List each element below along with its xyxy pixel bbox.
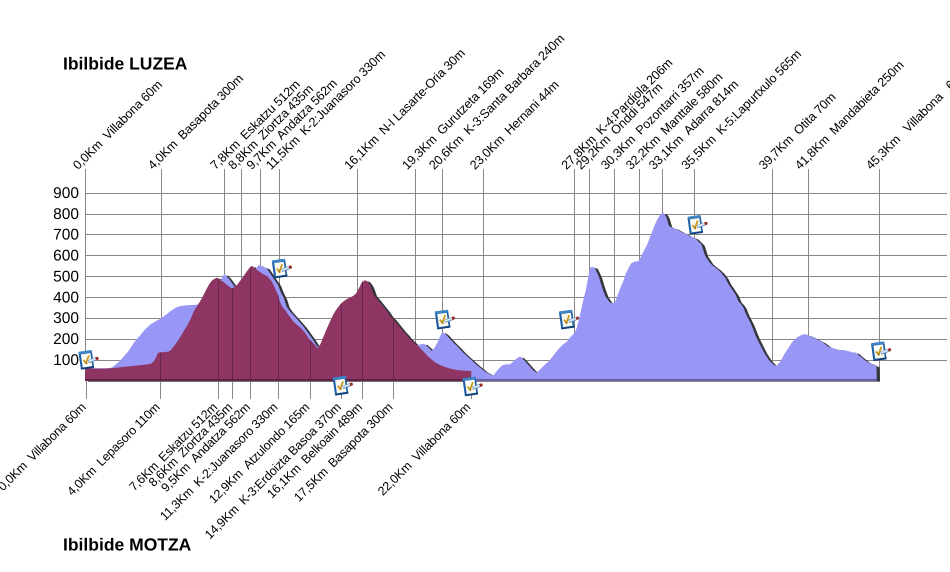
svg-text:700: 700 <box>53 227 79 244</box>
svg-text:Ibilbide LUZEA: Ibilbide LUZEA <box>63 54 188 74</box>
svg-text:300: 300 <box>53 310 79 327</box>
svg-text:Ibilbide MOTZA: Ibilbide MOTZA <box>63 535 192 555</box>
svg-text:100: 100 <box>53 352 79 369</box>
svg-text:600: 600 <box>53 248 79 265</box>
svg-text:800: 800 <box>53 206 79 223</box>
svg-text:500: 500 <box>53 268 79 285</box>
svg-text:900: 900 <box>53 185 79 202</box>
svg-text:200: 200 <box>53 331 79 348</box>
svg-text:400: 400 <box>53 289 79 306</box>
